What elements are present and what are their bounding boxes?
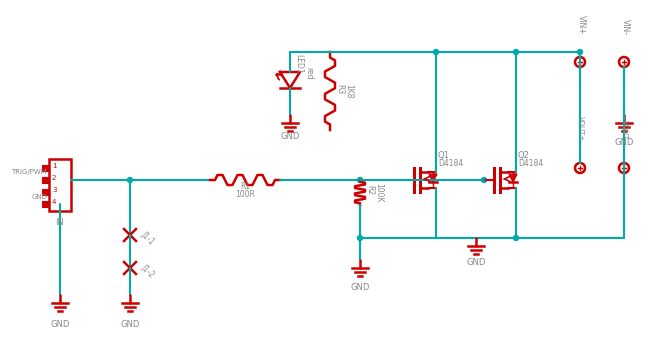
Text: GND: GND xyxy=(120,320,139,329)
Text: 3: 3 xyxy=(52,187,57,193)
Circle shape xyxy=(357,236,363,241)
Text: Q2: Q2 xyxy=(518,151,530,160)
Bar xyxy=(42,165,49,171)
Text: 100R: 100R xyxy=(235,190,255,199)
Text: J1-1: J1-1 xyxy=(139,230,156,246)
Text: TRIG/PWM: TRIG/PWM xyxy=(11,169,47,175)
Bar xyxy=(42,201,49,207)
Text: D4184: D4184 xyxy=(438,159,463,168)
Text: GND: GND xyxy=(615,138,634,147)
Circle shape xyxy=(434,49,438,54)
Bar xyxy=(49,159,71,211)
Circle shape xyxy=(357,178,363,183)
Text: 100K: 100K xyxy=(374,183,383,202)
Text: red: red xyxy=(304,67,313,80)
Bar xyxy=(42,177,49,183)
Text: R2: R2 xyxy=(365,185,374,195)
Text: GND: GND xyxy=(31,194,47,200)
Polygon shape xyxy=(429,174,437,182)
Bar xyxy=(42,189,49,195)
Circle shape xyxy=(513,236,519,241)
Text: LED1: LED1 xyxy=(294,54,303,74)
Text: VIN+: VIN+ xyxy=(576,15,586,35)
Text: 1K8: 1K8 xyxy=(344,84,353,98)
Text: GND: GND xyxy=(350,283,370,292)
Text: GND: GND xyxy=(50,320,70,329)
Circle shape xyxy=(128,178,132,183)
Text: R1: R1 xyxy=(240,182,250,191)
Text: R3: R3 xyxy=(335,84,344,94)
Text: 2: 2 xyxy=(52,175,57,181)
Text: GND: GND xyxy=(467,258,486,267)
Text: J1-2: J1-2 xyxy=(139,263,156,279)
Text: Q1: Q1 xyxy=(438,151,450,160)
Text: GND: GND xyxy=(280,132,299,141)
Text: 4: 4 xyxy=(52,199,57,205)
Circle shape xyxy=(482,178,486,183)
Text: D4184: D4184 xyxy=(518,159,543,168)
Text: VOUT+: VOUT+ xyxy=(578,116,584,141)
Text: 1: 1 xyxy=(52,163,57,169)
Circle shape xyxy=(513,49,519,54)
Polygon shape xyxy=(509,174,517,182)
Text: IN: IN xyxy=(55,218,64,227)
Circle shape xyxy=(578,49,582,54)
Text: VOUT-: VOUT- xyxy=(622,120,628,141)
Text: VIN-: VIN- xyxy=(620,19,630,35)
